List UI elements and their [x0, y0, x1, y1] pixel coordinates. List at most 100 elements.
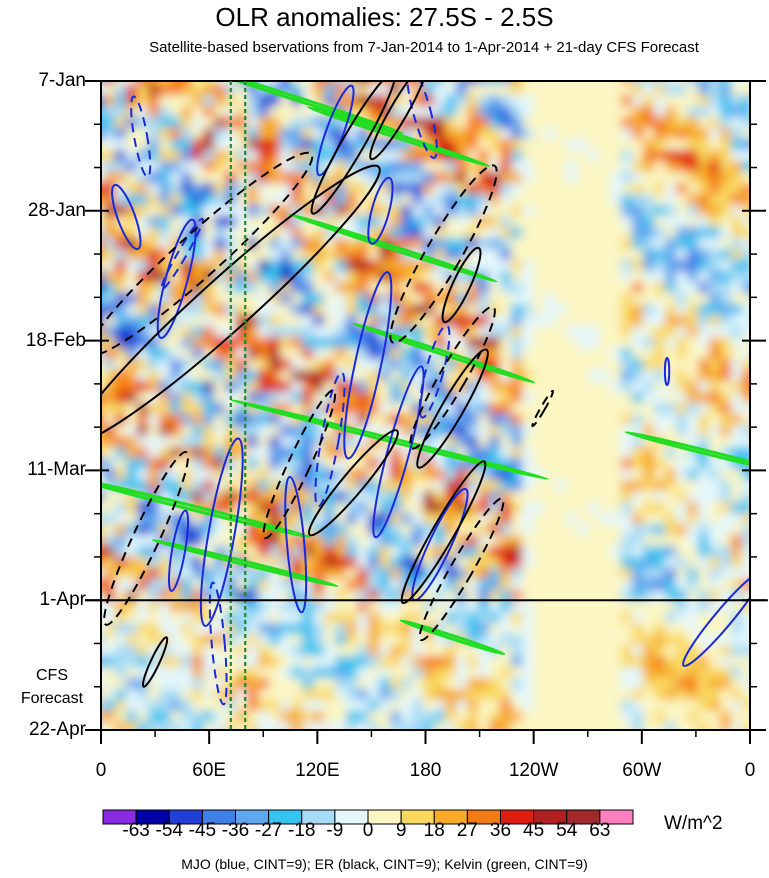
olr-cell [101, 557, 105, 569]
olr-cell [500, 612, 512, 624]
olr-cell [588, 194, 600, 206]
olr-cell [203, 282, 215, 294]
olr-cell [280, 337, 292, 349]
olr-cell [731, 535, 743, 547]
olr-cell [357, 601, 369, 613]
olr-cell [313, 249, 325, 261]
olr-cell [489, 634, 501, 646]
olr-cell [269, 249, 281, 261]
olr-cell [511, 293, 523, 305]
olr-cell [313, 568, 325, 580]
olr-cell [566, 579, 578, 591]
olr-cell [434, 81, 446, 85]
olr-cell [456, 667, 468, 679]
olr-cell [654, 480, 666, 492]
olr-cell [698, 205, 710, 217]
olr-cell [346, 667, 358, 679]
olr-cell [101, 645, 105, 657]
olr-cell [742, 95, 750, 107]
olr-cell [379, 524, 391, 536]
olr-cell [687, 326, 699, 338]
olr-cell [544, 700, 556, 712]
olr-cell [500, 491, 512, 503]
olr-cell [101, 128, 105, 140]
olr-cell [742, 392, 750, 404]
olr-cell [137, 370, 149, 382]
olr-cell [489, 403, 501, 415]
olr-cell [555, 403, 567, 415]
olr-cell [577, 557, 589, 569]
olr-cell [478, 194, 490, 206]
olr-cell [489, 205, 501, 217]
olr-cell [478, 689, 490, 701]
olr-cell [101, 623, 105, 635]
olr-cell [412, 700, 424, 712]
olr-cell [478, 568, 490, 580]
colorbar-tick-label: -9 [326, 820, 344, 841]
olr-cell [291, 667, 303, 679]
olr-cell [742, 568, 750, 580]
olr-cell [214, 161, 226, 173]
olr-cell [148, 502, 160, 514]
olr-cell [621, 359, 633, 371]
olr-cell [379, 557, 391, 569]
olr-cell [489, 348, 501, 360]
olr-cell [181, 480, 193, 492]
olr-cell [423, 502, 435, 514]
olr-cell [610, 216, 622, 228]
olr-cell [566, 359, 578, 371]
olr-cell [302, 381, 314, 393]
olr-cell [698, 282, 710, 294]
olr-cell [456, 95, 468, 107]
olr-cell [346, 205, 358, 217]
olr-cell [137, 128, 149, 140]
olr-cell [577, 205, 589, 217]
olr-cell [566, 491, 578, 503]
olr-cell [269, 601, 281, 613]
olr-cell [214, 271, 226, 283]
olr-cell [192, 689, 204, 701]
olr-cell [478, 216, 490, 228]
olr-cell [280, 238, 292, 250]
olr-cell [269, 392, 281, 404]
olr-cell [291, 535, 303, 547]
olr-cell [302, 436, 314, 448]
olr-cell [214, 689, 226, 701]
olr-cell [269, 436, 281, 448]
olr-cell [588, 711, 600, 723]
olr-cell [126, 161, 138, 173]
olr-cell [101, 139, 105, 151]
olr-cell [654, 260, 666, 272]
olr-cell [280, 689, 292, 701]
olr-cell [555, 579, 567, 591]
olr-cell [126, 469, 138, 481]
olr-cell [522, 81, 534, 85]
olr-cell [588, 733, 600, 745]
olr-cell [104, 601, 116, 613]
olr-cell [731, 425, 743, 437]
olr-cell [621, 623, 633, 635]
olr-cell [137, 271, 149, 283]
olr-cell [445, 216, 457, 228]
olr-cell [313, 381, 325, 393]
olr-cell [489, 502, 501, 514]
olr-cell [423, 315, 435, 327]
olr-cell [500, 282, 512, 294]
olr-cell [500, 315, 512, 327]
olr-cell [709, 491, 721, 503]
olr-cell [101, 513, 105, 525]
olr-cell [621, 480, 633, 492]
olr-cell [159, 194, 171, 206]
olr-cell [445, 183, 457, 195]
olr-cell [478, 381, 490, 393]
olr-cell [467, 370, 479, 382]
olr-cell [544, 381, 556, 393]
olr-cell [698, 612, 710, 624]
olr-cell [412, 678, 424, 690]
olr-cell [445, 238, 457, 250]
olr-cell [258, 623, 270, 635]
olr-cell [665, 403, 677, 415]
olr-cell [115, 249, 127, 261]
olr-cell [159, 458, 171, 470]
olr-cell [324, 513, 336, 525]
